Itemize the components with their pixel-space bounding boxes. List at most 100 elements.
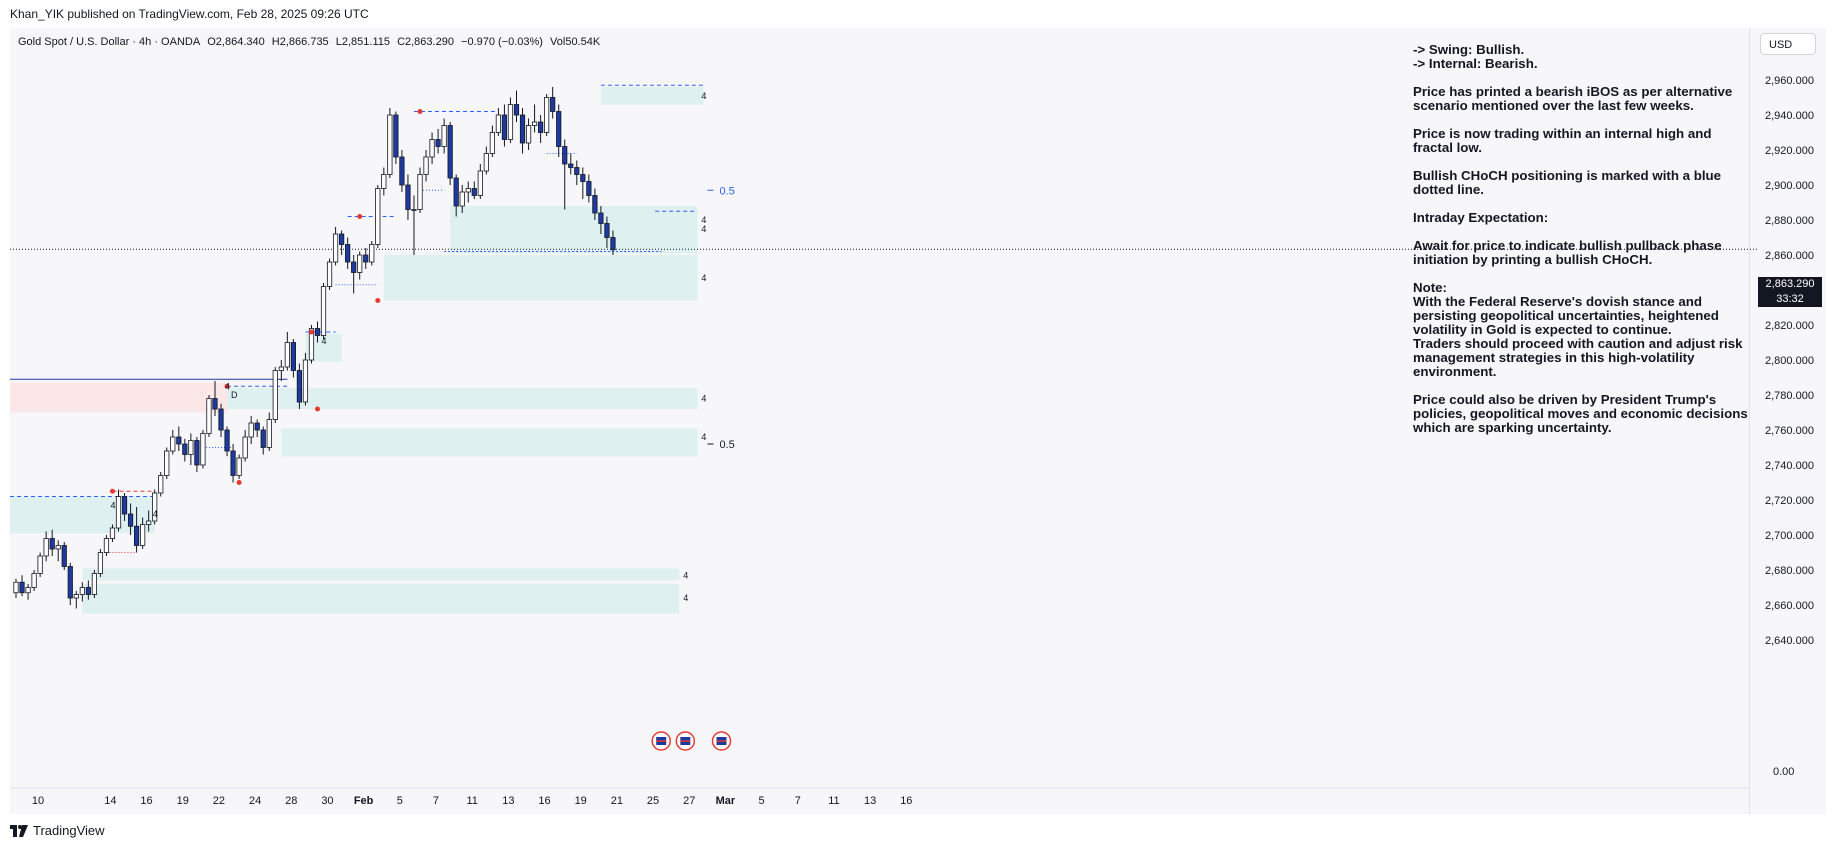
candle-40 (254, 419, 260, 437)
candle-61 (381, 167, 387, 196)
zone-label-6: 4 (683, 570, 688, 580)
swing-point-4 (315, 406, 320, 412)
candle-body (230, 450, 236, 476)
symbol-title[interactable]: Gold Spot / U.S. Dollar · 4h · OANDA (18, 36, 201, 48)
x-tick-label: 11 (466, 795, 477, 807)
candle-38 (242, 430, 248, 462)
candle-body (345, 244, 351, 263)
candle-48 (302, 353, 309, 406)
candle-44 (278, 360, 284, 381)
candle-body (423, 156, 429, 175)
candle-body (495, 114, 502, 133)
candle-36 (230, 444, 236, 483)
candle-body (266, 419, 272, 448)
y-tick-label: 2,960.000 (1765, 75, 1814, 87)
candle-body (242, 436, 248, 459)
candle-body (170, 436, 176, 452)
candle-71 (441, 118, 447, 154)
candle-body (212, 398, 218, 410)
candle-body (574, 167, 580, 175)
candle-body (79, 587, 85, 595)
candle-33 (212, 381, 218, 416)
note-ibos: Price has printed a bearish iBOS as per … (1413, 84, 1733, 113)
analysis-notes: -> Swing: Bullish. -> Internal: Bearish.… (1413, 43, 1749, 449)
candle-body (393, 114, 399, 158)
y-tick-label: 2,800.000 (1765, 355, 1814, 367)
footer-branding[interactable]: TradingView (10, 823, 105, 838)
candle-body (43, 538, 49, 557)
x-tick-label: 30 (321, 795, 333, 807)
x-tick-label: 7 (795, 795, 801, 807)
candle-body (363, 254, 369, 263)
candle-57 (357, 251, 363, 280)
x-tick-label: 16 (140, 795, 152, 807)
candle-80 (495, 108, 502, 136)
volume-value: Vol50.54K (550, 36, 601, 48)
candle-19 (127, 503, 134, 535)
candle-81 (501, 104, 508, 147)
economic-event-flag-icon (675, 731, 696, 751)
candle-body (459, 191, 465, 207)
candle-body (477, 170, 483, 196)
y-tick-label: 2,780.000 (1765, 390, 1814, 402)
candle-body (103, 538, 110, 553)
candle-body (550, 97, 556, 112)
candle-body (399, 156, 405, 186)
x-tick-label: 24 (249, 795, 261, 807)
candle-20 (133, 507, 140, 553)
y-tick-label: 2,680.000 (1765, 565, 1814, 577)
candle-body (483, 153, 489, 172)
candle-1 (19, 575, 25, 597)
note-intraday-title: Intraday Expectation: (1413, 210, 1549, 225)
y-tick-label: 2,880.000 (1765, 215, 1814, 227)
close-value: C2,863.290 (397, 36, 454, 48)
candle-body (387, 114, 393, 175)
candle-body (562, 146, 568, 165)
candle-16 (109, 524, 116, 542)
candle-26 (170, 430, 176, 455)
candle-69 (429, 132, 435, 164)
note-internal: -> Internal: Bearish. (1413, 56, 1538, 71)
high-value: H2,866.735 (271, 36, 329, 48)
x-tick-label: 5 (397, 795, 403, 807)
candle-body (465, 188, 471, 193)
y-tick-label: 2,700.000 (1765, 530, 1814, 542)
chart-area[interactable] (10, 28, 1826, 814)
candle-66 (411, 195, 417, 255)
candle-body (194, 440, 200, 466)
candle-body (598, 212, 604, 224)
candle-body (441, 125, 447, 147)
candle-0 (13, 578, 19, 598)
candle-body (357, 254, 363, 273)
y-tick-label: 2,820.000 (1765, 320, 1814, 332)
candle-4 (37, 552, 43, 577)
candle-body (109, 527, 116, 539)
candle-11 (79, 582, 85, 602)
candle-body (302, 359, 309, 403)
candle-body (525, 125, 532, 144)
candle-7 (55, 540, 61, 562)
candle-96 (592, 188, 598, 220)
candle-body (580, 174, 586, 182)
candle-body (176, 436, 182, 445)
publisher-header: Khan_YIK published on TradingView.com, F… (0, 0, 1835, 28)
publisher-text: Khan_YIK published on TradingView.com, F… (10, 7, 369, 21)
swing-point-2 (236, 480, 242, 485)
candle-body (501, 114, 508, 140)
candle-body (272, 370, 278, 420)
candle-body (19, 581, 25, 594)
x-tick-label: Feb (354, 795, 374, 807)
candle-body (339, 233, 345, 245)
currency-button[interactable]: USD (1760, 33, 1816, 55)
candle-75 (465, 181, 471, 203)
demand-zone-8 (600, 87, 704, 105)
zone-label-4: 4 (701, 394, 706, 404)
candle-body (610, 237, 616, 251)
swing-point-5 (357, 214, 363, 219)
note-title: Note: (1413, 280, 1447, 295)
note-range: Price is now trading within an internal … (1413, 126, 1712, 155)
candle-28 (182, 438, 188, 462)
candle-54 (339, 230, 345, 255)
candle-body (31, 573, 37, 588)
